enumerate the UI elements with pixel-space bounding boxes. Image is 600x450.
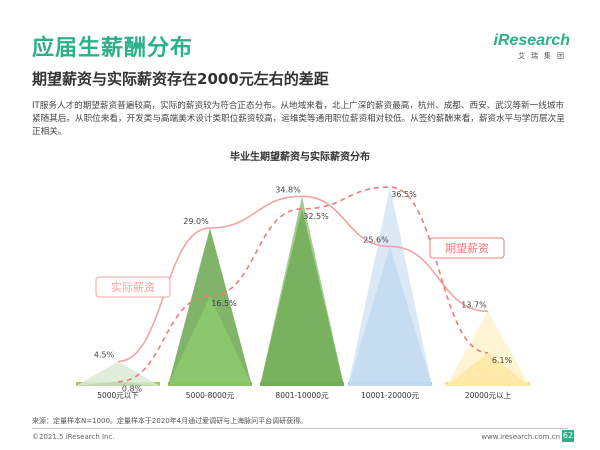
- category-label: 5000-8000元: [186, 391, 235, 400]
- expected-value-label: 32.5%: [303, 212, 329, 221]
- chart-title: 毕业生期望薪资与实际薪资分布: [230, 150, 370, 163]
- footer-divider: [32, 428, 568, 429]
- category-label: 5000元以下: [97, 391, 139, 400]
- page-subtitle: 期望薪资与实际薪资存在2000元左右的差距: [32, 70, 329, 88]
- expected-peak: [168, 296, 252, 386]
- legend-actual: 实际薪资: [111, 280, 155, 294]
- page-number: 62: [562, 430, 574, 442]
- logo-word: iResearch: [493, 32, 571, 49]
- actual-value-label: 29.0%: [183, 217, 209, 226]
- actual-peak: [76, 361, 160, 386]
- page-title: 应届生薪酬分布: [32, 36, 194, 61]
- expected-value-label: 6.1%: [492, 356, 513, 365]
- expected-value-label: 16.5%: [211, 299, 237, 308]
- website: www.iresearch.com.cn: [481, 433, 560, 441]
- source-note: 来源：定量样本N=1000。定量样本于2020年4月通过爱调研与上海脉问平台调研…: [32, 417, 308, 425]
- category-label: 8001-10000元: [275, 391, 329, 400]
- actual-value-label: 34.8%: [275, 185, 301, 194]
- category-label: 20000元以上: [465, 391, 512, 400]
- iresearch-logo: iResearch 艾瑞集团: [482, 32, 571, 61]
- actual-value-label: 13.7%: [461, 300, 487, 309]
- actual-value-label: 4.5%: [94, 350, 115, 359]
- actual-value-label: 25.6%: [363, 235, 389, 244]
- copyright: ©2021.5 iResearch Inc.: [32, 433, 115, 441]
- legend-expected-box: [429, 237, 505, 259]
- legend-expected: 期望薪资: [445, 242, 489, 255]
- legend-actual-box: [95, 276, 171, 298]
- expected-peak: [76, 381, 160, 386]
- expected-value-label: 0.8%: [122, 385, 143, 394]
- category-label: 10001-20000元: [361, 391, 419, 400]
- description-text: IT服务人才的期望薪资普遍较高，实际的薪资较为符合正态分布。从地域来看，北上广深…: [32, 101, 565, 137]
- actual-peak: [446, 311, 530, 386]
- expected-peak: [446, 352, 530, 386]
- expected-peak: [348, 187, 432, 386]
- expected-value-label: 36.5%: [391, 190, 417, 199]
- logo-subtitle: 艾瑞集团: [518, 52, 570, 60]
- expected-peak: [260, 208, 344, 386]
